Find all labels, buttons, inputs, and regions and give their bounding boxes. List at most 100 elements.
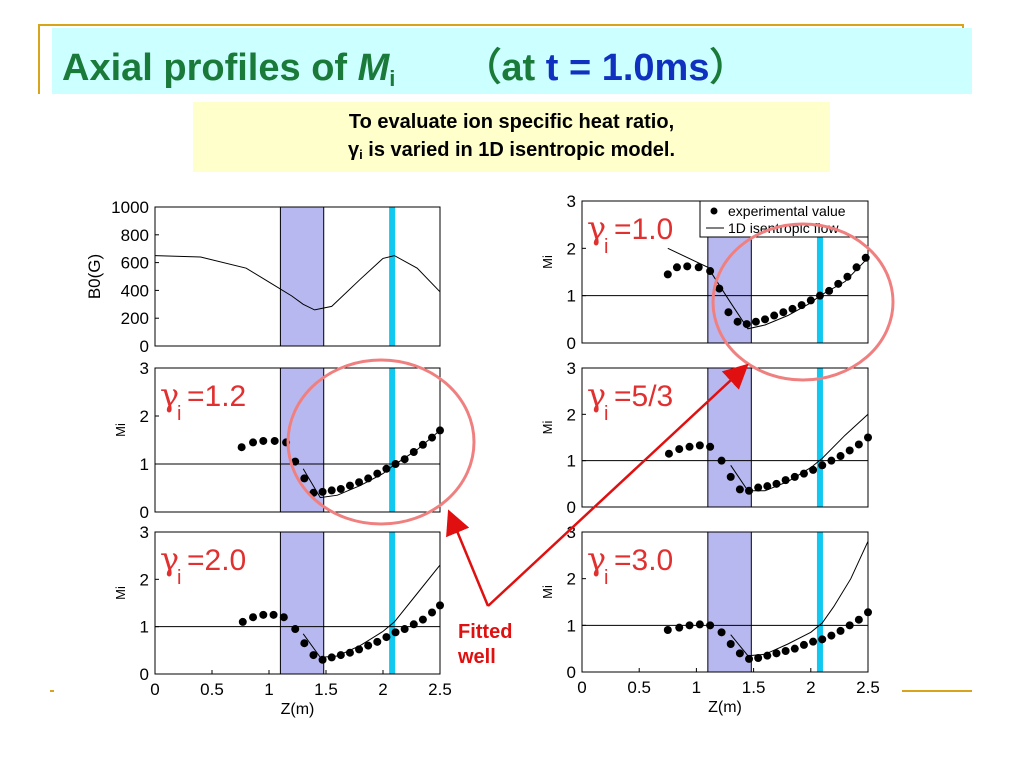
x-tick-label: 1.5 [314,680,338,699]
gamma-subscript: i [177,403,181,425]
experimental-point [779,308,788,317]
cyan-marker-line [389,368,396,512]
x-tick-label: 0 [150,680,159,699]
y-tick-label: 2 [567,239,576,258]
experimental-point [751,317,760,326]
y-tick-label: 1 [140,618,149,637]
y-tick-label: 1 [567,287,576,306]
experimental-point [864,608,872,617]
cyan-marker-line [816,532,823,672]
panel-frame [581,531,869,673]
fit-highlight-circle-1 [286,358,476,526]
experimental-point [852,263,861,272]
experimental-point [754,654,763,662]
gamma-subscript: i [604,236,608,258]
title-sub: i [389,66,396,91]
gamma-symbol: γ [587,376,606,414]
gamma-value: =1.2 [187,380,246,413]
experimental-point [715,284,724,293]
experimental-point [345,648,354,657]
x-tick-label: 2 [378,680,387,699]
experimental-point [717,628,726,637]
experimental-point [663,626,672,634]
experimental-point [355,645,364,654]
decor-line-bottom-right [902,690,972,692]
experimental-point [279,613,288,622]
experimental-point [745,486,754,495]
experimental-point [345,481,354,490]
fitted-line-1: Fitted [458,621,513,643]
experimental-point [799,640,808,649]
experimental-point [861,253,870,262]
experimental-point [754,483,763,492]
experimental-point [663,270,672,279]
experimental-point [382,464,391,473]
experimental-point [799,469,808,478]
experimental-point [672,263,681,272]
experimental-point [809,465,818,474]
note-line-2-rest: is varied in 1D isentropic model. [362,139,676,161]
gamma-symbol: γ [587,209,606,247]
y-tick-label: 0 [567,663,576,682]
fit-highlight-circle-2 [711,222,895,382]
legend-entry-model: 1D isentropic flow [728,220,839,236]
y-tick-label: 3 [140,523,149,542]
cyan-marker-line [816,201,823,343]
experimental-point [695,620,704,629]
y-tick-label: 0 [567,334,576,353]
panel-gamma-5/3: 0 1 2 3 Mi γi =5/3 [540,359,872,517]
experimental-point [790,472,799,481]
title-var: M [357,47,390,89]
experimental-point [864,433,872,442]
experimental-point [373,637,382,646]
experimental-point [436,426,444,435]
x-tick-label: 1 [264,680,273,699]
experimental-point [683,262,692,271]
experimental-point [664,449,673,458]
y-tick-label: 2 [140,407,149,426]
y-tick-label: 0 [567,498,576,517]
gamma-value: =3.0 [614,544,673,577]
y-tick-label: 0 [140,665,149,684]
experimental-point [436,601,444,610]
y-tick-label: 0 [140,337,149,356]
experimental-point [291,457,300,466]
arrow-to-circle-1 [446,509,490,607]
experimental-point [706,442,715,451]
note-sub: i [359,147,363,162]
experimental-point [259,436,268,445]
experimental-point [309,651,318,660]
experimental-point [827,456,836,465]
note-line-2: γi is varied in 1D isentropic model. [193,136,830,169]
experimental-point [763,482,772,491]
gamma-subscript: i [604,403,608,425]
figure-panels: 02004006008001000B0(G)0123Miγi=1.0experi… [54,180,900,740]
experimental-point [706,621,715,630]
y-tick-label: 3 [567,523,576,542]
y-tick-label: 200 [121,309,149,328]
b0-curve [154,255,441,311]
y-tick-label: 1 [140,455,149,474]
x-tick-label: 1.5 [742,678,766,697]
experimental-point [735,485,744,494]
experimental-point [318,487,327,496]
experimental-point [843,272,852,281]
experimental-point [675,445,684,454]
y-tick-label: 3 [140,359,149,378]
experimental-point [781,476,790,485]
experimental-point [291,625,300,634]
title-time: t = 1.0ms [545,47,710,89]
y-tick-label: 3 [567,359,576,378]
experimental-point [391,460,400,468]
experimental-point [336,484,345,493]
experimental-point [249,438,258,447]
y-tick-label: 1 [567,616,576,635]
experimental-point [418,440,427,449]
experimental-point [364,474,373,483]
title-prefix: Axial profiles of [62,47,358,89]
cyan-marker-line [389,532,396,674]
x-tick-label: 2 [806,678,815,697]
decor-line-top [38,24,964,26]
gamma-subscript: i [177,567,181,589]
cyan-marker-line [816,368,823,507]
